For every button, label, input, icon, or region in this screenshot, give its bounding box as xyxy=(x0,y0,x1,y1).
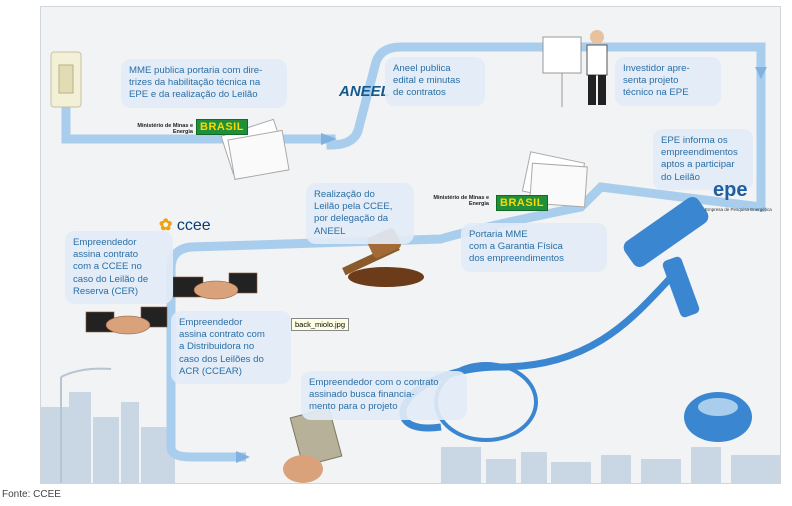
step-epe-informa: EPE informa os empreendimentos aptos a p… xyxy=(653,129,753,190)
handshake-icon-2 xyxy=(85,306,168,335)
brasil-logo-1: BRASIL xyxy=(196,119,248,135)
epe-subtitle: Empresa de Pesquisa Energética xyxy=(705,207,772,212)
ministerio-logo-1: Ministério de Minas e Energia xyxy=(137,123,193,135)
handshake-icon-1 xyxy=(172,272,258,300)
city-skyline xyxy=(41,392,780,483)
step-ccee-contrato: Empreendedor assina contrato com a CCEE … xyxy=(65,231,173,305)
flow-illustration xyxy=(41,30,780,483)
money-hand-icon xyxy=(283,407,343,483)
step-portaria-mme: Portaria MME com a Garantia Física dos e… xyxy=(461,223,607,272)
step-aneel-edital: Aneel publica edital e minutas de contra… xyxy=(385,57,485,106)
step-mme-portaria: MME publica portaria com dire- trizes da… xyxy=(121,59,287,108)
step-realizacao: Realização do Leilão pela CCEE, por dele… xyxy=(306,183,414,244)
step-investidor: Investidor apre- senta projeto técnico n… xyxy=(615,57,721,106)
filename-tag: back_miolo.jpg xyxy=(291,318,350,331)
ministerio-logo-2: Ministério de Minas e Energia xyxy=(433,195,489,207)
flow-path-bottom xyxy=(166,182,766,462)
brasil-logo-2: BRASIL xyxy=(496,195,548,211)
source-caption: Fonte: CCEE xyxy=(2,489,61,500)
step-distribuidora: Empreendedor assina contrato com a Distr… xyxy=(171,311,291,385)
infographic-frame: MME publica portaria com dire- trizes da… xyxy=(40,6,781,484)
presenter-icon xyxy=(542,30,608,107)
flow-path-top xyxy=(61,42,766,187)
aneel-logo: ANEEL xyxy=(339,83,390,100)
ccee-logo: ✿ ccee xyxy=(159,217,211,234)
epe-logo: epe xyxy=(713,179,748,201)
step-financiamento: Empreendedor com o contrato assinado bus… xyxy=(301,371,467,420)
